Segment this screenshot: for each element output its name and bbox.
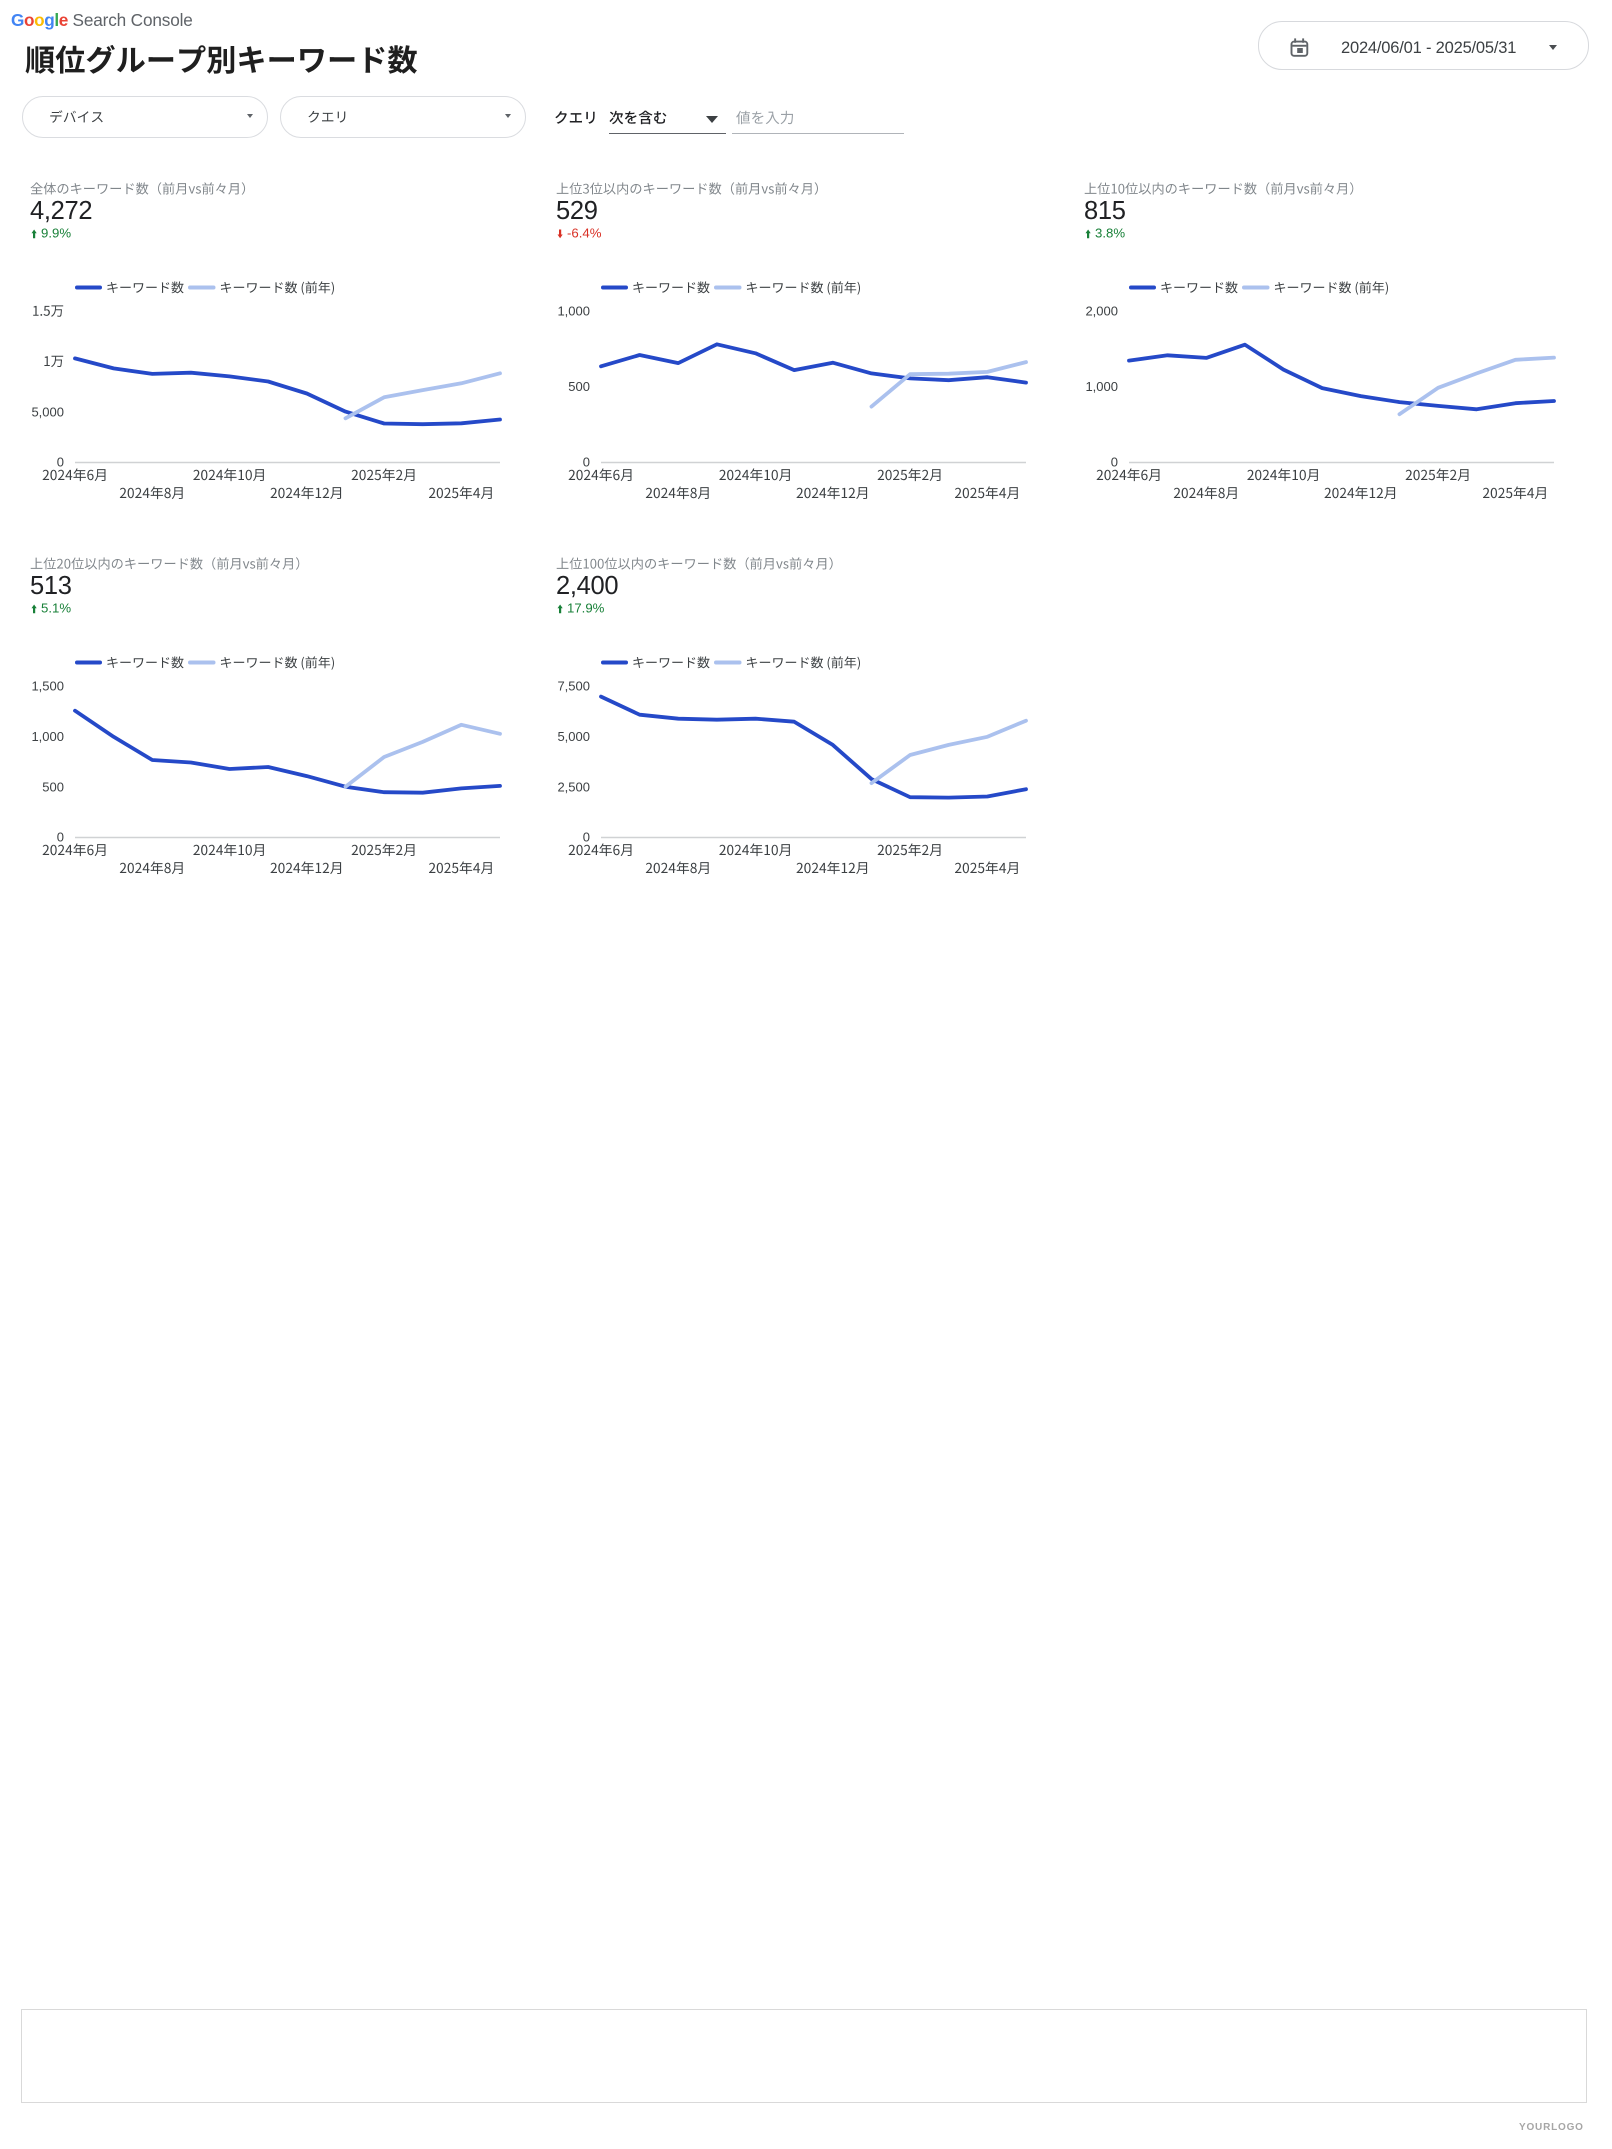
svg-text:5,000: 5,000 <box>31 404 64 419</box>
svg-text:529: 529 <box>556 197 598 225</box>
svg-text:815: 815 <box>1084 197 1126 225</box>
svg-text:0: 0 <box>57 830 64 845</box>
svg-text:17.9%: 17.9% <box>567 601 605 616</box>
svg-text:-6.4%: -6.4% <box>567 226 602 241</box>
svg-text:5.1%: 5.1% <box>41 601 71 616</box>
svg-text:500: 500 <box>42 779 64 794</box>
svg-text:0: 0 <box>57 455 64 470</box>
svg-text:0: 0 <box>583 830 590 845</box>
svg-text:513: 513 <box>30 572 72 600</box>
svg-text:7,500: 7,500 <box>557 679 590 694</box>
svg-text:2,500: 2,500 <box>557 779 590 794</box>
svg-text:3.8%: 3.8% <box>1095 226 1125 241</box>
svg-text:1,500: 1,500 <box>31 679 64 694</box>
svg-text:0: 0 <box>1111 455 1118 470</box>
svg-text:9.9%: 9.9% <box>41 226 71 241</box>
svg-text:1,000: 1,000 <box>31 729 64 744</box>
svg-text:2,400: 2,400 <box>556 572 618 600</box>
svg-text:4,272: 4,272 <box>30 197 92 225</box>
svg-text:0: 0 <box>583 455 590 470</box>
svg-text:1,000: 1,000 <box>557 304 590 319</box>
svg-text:2,000: 2,000 <box>1085 304 1118 319</box>
svg-text:5,000: 5,000 <box>557 729 590 744</box>
svg-text:500: 500 <box>568 379 590 394</box>
svg-text:1,000: 1,000 <box>1085 379 1118 394</box>
